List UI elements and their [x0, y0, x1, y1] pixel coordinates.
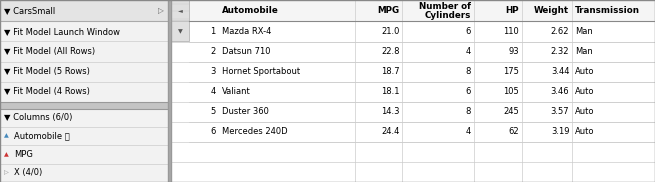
- Text: ▼ Columns (6/0): ▼ Columns (6/0): [4, 113, 72, 122]
- Text: 4: 4: [210, 87, 215, 96]
- Text: Auto: Auto: [575, 107, 595, 116]
- Text: 62: 62: [508, 127, 519, 136]
- Text: Auto: Auto: [575, 127, 595, 136]
- Text: Man: Man: [575, 47, 593, 56]
- Text: 22.8: 22.8: [381, 47, 400, 56]
- Text: 3.44: 3.44: [551, 67, 569, 76]
- Text: MPG: MPG: [14, 150, 33, 159]
- Text: ▼: ▼: [178, 29, 183, 34]
- Text: Cylinders: Cylinders: [424, 11, 471, 20]
- Bar: [171, 21, 189, 41]
- Text: 6: 6: [466, 27, 471, 36]
- Bar: [189, 82, 655, 102]
- Bar: [189, 122, 655, 142]
- Text: Weight: Weight: [534, 6, 569, 15]
- Text: ▼ Fit Model (5 Rows): ▼ Fit Model (5 Rows): [4, 67, 90, 76]
- Text: ▲: ▲: [4, 134, 9, 139]
- Text: 3: 3: [210, 67, 215, 76]
- Text: 4: 4: [466, 127, 471, 136]
- Text: 2.62: 2.62: [551, 27, 569, 36]
- Text: 175: 175: [503, 67, 519, 76]
- Text: 105: 105: [503, 87, 519, 96]
- Text: Number of: Number of: [419, 1, 471, 11]
- Text: Auto: Auto: [575, 67, 595, 76]
- Text: 93: 93: [508, 47, 519, 56]
- Bar: [189, 41, 655, 62]
- Text: 245: 245: [503, 107, 519, 116]
- Text: ▼ Fit Model Launch Window: ▼ Fit Model Launch Window: [4, 27, 120, 36]
- Bar: [189, 62, 655, 82]
- Bar: [0, 0, 168, 182]
- Text: X (4/0): X (4/0): [14, 168, 43, 177]
- Text: 3.19: 3.19: [551, 127, 569, 136]
- Text: ◄: ◄: [178, 8, 183, 13]
- Bar: [189, 102, 655, 122]
- Text: 24.4: 24.4: [381, 127, 400, 136]
- Text: ▷: ▷: [4, 170, 9, 175]
- Text: Datsun 710: Datsun 710: [221, 47, 271, 56]
- Text: Hornet Sportabout: Hornet Sportabout: [221, 67, 300, 76]
- Bar: [168, 0, 171, 182]
- Bar: [0, 0, 168, 21]
- Text: ▼ Fit Model (4 Rows): ▼ Fit Model (4 Rows): [4, 87, 90, 96]
- Text: 21.0: 21.0: [381, 27, 400, 36]
- Text: 8: 8: [466, 107, 471, 116]
- Text: 5: 5: [210, 107, 215, 116]
- Text: Man: Man: [575, 27, 593, 36]
- Text: Valiant: Valiant: [221, 87, 250, 96]
- Text: ▲: ▲: [4, 152, 9, 157]
- Text: 4: 4: [466, 47, 471, 56]
- Text: Mazda RX-4: Mazda RX-4: [221, 27, 271, 36]
- Text: 2: 2: [210, 47, 215, 56]
- Bar: [171, 0, 655, 182]
- Text: Auto: Auto: [575, 87, 595, 96]
- Text: 8: 8: [466, 67, 471, 76]
- Text: 1: 1: [210, 27, 215, 36]
- Text: Mercedes 240D: Mercedes 240D: [221, 127, 288, 136]
- Bar: [189, 0, 655, 21]
- Text: HP: HP: [505, 6, 519, 15]
- Bar: [0, 102, 168, 109]
- Text: 6: 6: [210, 127, 215, 136]
- Text: ▷: ▷: [159, 6, 164, 15]
- Text: 14.3: 14.3: [381, 107, 400, 116]
- Text: 2.32: 2.32: [551, 47, 569, 56]
- Bar: [0, 109, 168, 127]
- Text: ▼ Fit Model (All Rows): ▼ Fit Model (All Rows): [4, 47, 95, 56]
- Bar: [189, 21, 655, 41]
- Text: 18.7: 18.7: [381, 67, 400, 76]
- Text: ▼ CarsSmall: ▼ CarsSmall: [4, 6, 55, 15]
- Text: Transmission: Transmission: [575, 6, 641, 15]
- Bar: [171, 0, 189, 21]
- Text: Automobile: Automobile: [221, 6, 278, 15]
- Text: 3.57: 3.57: [551, 107, 569, 116]
- Text: MPG: MPG: [377, 6, 400, 15]
- Text: Duster 360: Duster 360: [221, 107, 269, 116]
- Text: 18.1: 18.1: [381, 87, 400, 96]
- Text: 3.46: 3.46: [551, 87, 569, 96]
- Text: 110: 110: [503, 27, 519, 36]
- Text: Automobile ⎗: Automobile ⎗: [14, 132, 69, 141]
- Text: 6: 6: [466, 87, 471, 96]
